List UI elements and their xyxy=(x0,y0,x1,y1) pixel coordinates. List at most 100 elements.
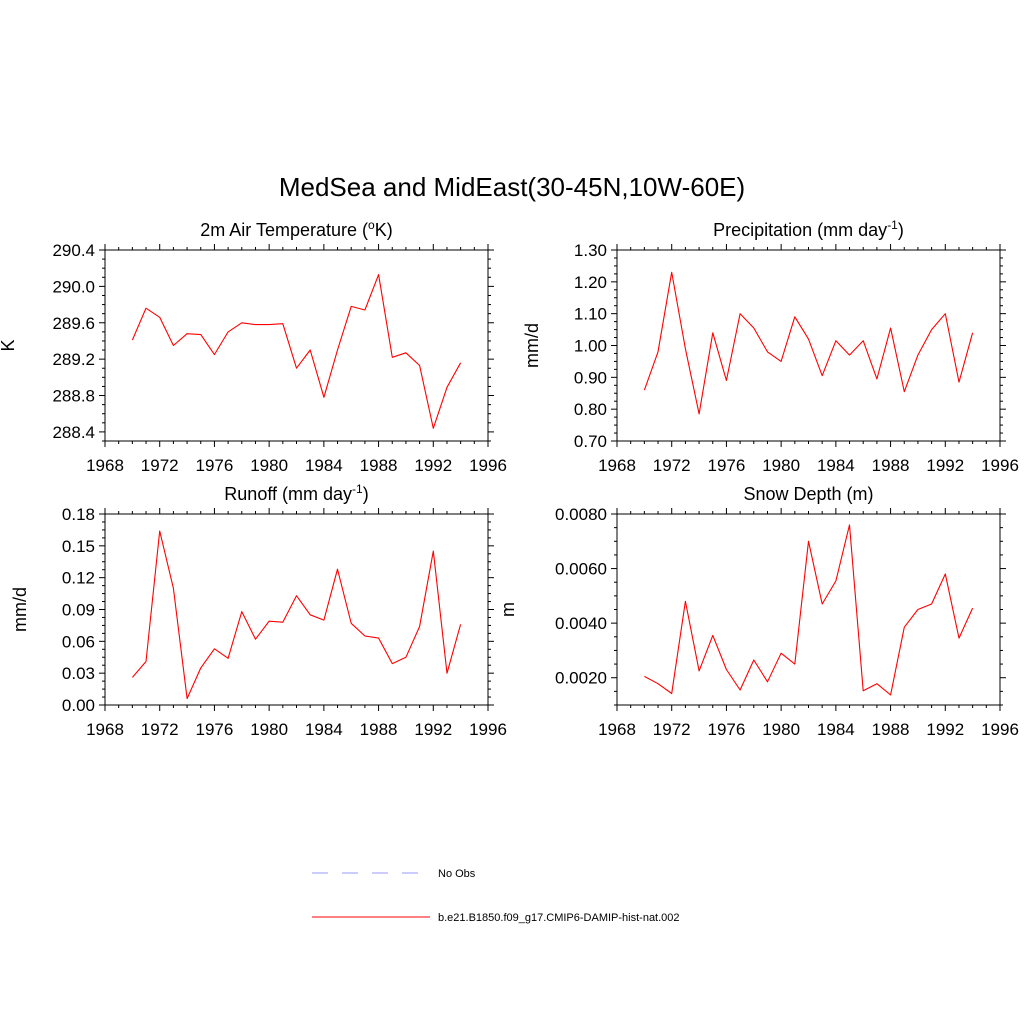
x-tick-label: 1976 xyxy=(196,720,234,739)
data-point xyxy=(364,635,365,636)
panel-title-text: 2m Air Temperature ( xyxy=(200,220,368,240)
y-tick-label: 0.0080 xyxy=(555,505,607,524)
y-axis-label: m xyxy=(498,602,518,617)
data-point xyxy=(712,332,713,333)
data-point xyxy=(296,368,297,369)
panel-title-text: Runoff (mm day xyxy=(224,484,352,504)
data-point xyxy=(890,327,891,328)
data-point xyxy=(644,676,645,677)
x-tick-label: 1968 xyxy=(86,456,124,475)
panel-title: Runoff (mm day-1) xyxy=(224,482,368,504)
panel-title: Precipitation (mm day-1) xyxy=(713,218,904,240)
panel-1: 2m Air Temperature (oK) 1968 1972 1976 1980 1… xyxy=(0,218,507,475)
data-point xyxy=(364,309,365,310)
data-point xyxy=(808,339,809,340)
panel-title-superscript: o xyxy=(368,218,375,232)
data-point xyxy=(337,349,338,350)
data-point xyxy=(255,639,256,640)
data-point xyxy=(378,638,379,639)
data-point xyxy=(323,620,324,621)
y-axis-label: mm/d xyxy=(10,587,30,632)
data-point xyxy=(392,663,393,664)
x-tick-label: 1988 xyxy=(360,456,398,475)
y-tick-label: 0.00 xyxy=(62,696,95,715)
data-point xyxy=(904,391,905,392)
y-tick-label: 290.0 xyxy=(52,277,95,296)
y-tick-label: 0.0020 xyxy=(555,669,607,688)
panel-title-suffix: ) xyxy=(363,484,369,504)
data-point xyxy=(282,622,283,623)
data-point xyxy=(419,626,420,627)
panel-2: Precipitation (mm day-1) 1968 1972 1976 1980… xyxy=(522,218,1019,475)
y-tick-label: 0.70 xyxy=(574,432,607,451)
x-tick-label: 1972 xyxy=(653,720,691,739)
data-point xyxy=(173,345,174,346)
y-axis-label: K xyxy=(0,339,18,351)
series-line xyxy=(131,530,462,700)
data-point xyxy=(200,667,201,668)
y-tick-label: 288.4 xyxy=(52,423,95,442)
panels: 2m Air Temperature (o K) 1968 1972 1976 1980 1… xyxy=(0,218,1019,739)
panel-title: Snow Depth (m) xyxy=(743,484,873,504)
data-point xyxy=(917,609,918,610)
data-point xyxy=(228,331,229,332)
data-point xyxy=(726,380,727,381)
data-point xyxy=(890,694,891,695)
y-tick-label: 0.0060 xyxy=(555,560,607,579)
x-tick-label: 1988 xyxy=(872,720,910,739)
x-tick-label: 1996 xyxy=(981,720,1019,739)
x-tick-label: 1980 xyxy=(250,456,288,475)
legend: No Obs b.e21.B1850.f09_g17.CMIP6-DAMIP-hi… xyxy=(312,868,680,924)
data-point xyxy=(822,375,823,376)
data-point xyxy=(876,683,877,684)
x-tick-label: 1988 xyxy=(360,720,398,739)
data-point xyxy=(405,657,406,658)
legend-item: No Obs xyxy=(312,868,476,880)
data-point xyxy=(767,351,768,352)
data-point xyxy=(671,272,672,273)
plot-frame xyxy=(104,249,489,442)
x-tick-label: 1996 xyxy=(469,720,507,739)
data-point xyxy=(822,603,823,604)
data-point xyxy=(337,569,338,570)
data-point xyxy=(351,306,352,307)
data-point xyxy=(712,635,713,636)
data-point xyxy=(433,551,434,552)
y-tick-label: 0.15 xyxy=(62,537,95,556)
data-point xyxy=(835,580,836,581)
data-point xyxy=(753,327,754,328)
data-point xyxy=(657,683,658,684)
data-point xyxy=(698,413,699,414)
data-point xyxy=(876,378,877,379)
y-tick-label: 290.4 xyxy=(52,241,95,260)
x-tick-label: 1980 xyxy=(762,720,800,739)
data-point xyxy=(808,541,809,542)
data-point xyxy=(145,661,146,662)
data-point xyxy=(282,323,283,324)
data-point xyxy=(132,339,133,340)
data-point xyxy=(657,351,658,352)
data-point xyxy=(310,614,311,615)
x-tick-label: 1968 xyxy=(86,720,124,739)
y-tick-label: 289.6 xyxy=(52,314,95,333)
data-point xyxy=(446,387,447,388)
data-point xyxy=(460,624,461,625)
data-point xyxy=(835,340,836,341)
data-point xyxy=(214,354,215,355)
data-point xyxy=(644,389,645,390)
x-tick-label: 1996 xyxy=(469,456,507,475)
y-tick-label: 0.03 xyxy=(62,664,95,683)
data-point xyxy=(269,324,270,325)
x-tick-label: 1976 xyxy=(196,456,234,475)
legend-item: b.e21.B1850.f09_g17.CMIP6-DAMIP-hist-nat… xyxy=(312,912,680,924)
series-line xyxy=(644,524,974,696)
x-tick-label: 1980 xyxy=(250,720,288,739)
data-point xyxy=(726,669,727,670)
data-point xyxy=(972,608,973,609)
data-point xyxy=(446,673,447,674)
data-point xyxy=(159,317,160,318)
y-axis-label: mm/d xyxy=(522,323,542,368)
x-tick-label: 1996 xyxy=(981,456,1019,475)
data-point xyxy=(255,324,256,325)
data-point xyxy=(310,349,311,350)
